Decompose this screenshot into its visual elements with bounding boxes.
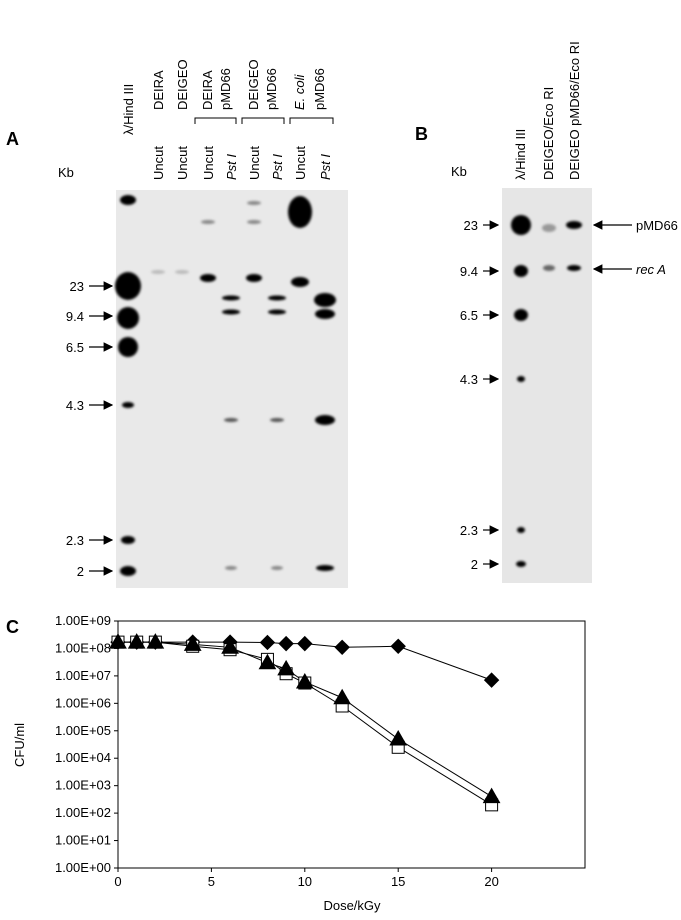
treatment-labels: Uncut Uncut Uncut Pst I Uncut Pst I Uncut Pst I: [151, 146, 333, 180]
x-tick-label: 15: [391, 874, 405, 889]
y-tick-label: 1.00E+05: [55, 723, 111, 738]
size-marker: 9.4: [460, 264, 478, 279]
data-point: [146, 633, 165, 649]
lane-label: λ/Hind III: [121, 84, 136, 135]
lane-label: pMD66: [218, 68, 233, 110]
treatment-label: Pst I: [270, 154, 285, 180]
size-marker: 2.3: [460, 523, 478, 538]
treatment-label: Uncut: [247, 146, 262, 180]
data-point: [278, 635, 294, 652]
lane-label: DEIRA: [200, 70, 215, 110]
lane-label: DEIRA: [151, 70, 166, 110]
data-point: [483, 672, 500, 688]
x-axis-label: Dose/kGy: [323, 898, 381, 913]
x-tick-label: 10: [298, 874, 312, 889]
gel-bands: [511, 215, 582, 567]
data-point: [334, 639, 350, 656]
chart: 1.00E+00 1.00E+01 1.00E+02 1.00E+03 1.00E+04…: [55, 613, 501, 889]
plot-frame: [117, 620, 586, 869]
gel: [116, 190, 348, 588]
treatment-label: Pst I: [224, 154, 239, 180]
series-line: [118, 641, 492, 798]
treatment-label: Uncut: [293, 146, 308, 180]
data-point: [259, 634, 276, 651]
size-markers: 23 9.4 6.5 4.3 2.3 2: [66, 279, 114, 579]
data-point: [183, 635, 202, 651]
treatment-label: Uncut: [151, 146, 166, 180]
gel-bands: [115, 195, 336, 576]
data-point: [295, 672, 314, 689]
size-marker: 23: [70, 279, 84, 294]
data-point: [389, 730, 408, 746]
size-marker: 9.4: [66, 309, 84, 324]
annotation: pMD66: [636, 218, 678, 233]
y-tick-label: 1.00E+08: [55, 640, 111, 655]
data-point: [127, 633, 146, 649]
size-marker: 6.5: [66, 340, 84, 355]
lane-label: E. coli: [292, 73, 307, 110]
y-tick-label: 1.00E+03: [55, 778, 111, 793]
size-marker: 2.3: [66, 533, 84, 548]
lane-label: DEIGEO: [175, 59, 190, 110]
gel: [502, 188, 592, 583]
x-tick-label: 20: [484, 874, 498, 889]
y-tick-label: 1.00E+07: [55, 668, 111, 683]
panel-label: C: [6, 617, 19, 637]
size-marker: 23: [464, 218, 478, 233]
treatment-label: Pst I: [318, 154, 333, 180]
x-tick-label: 5: [208, 874, 215, 889]
series-line: [118, 641, 492, 806]
treatment-label: Uncut: [201, 146, 216, 180]
y-tick-label: 1.00E+02: [55, 805, 111, 820]
x-tick-label: 0: [114, 874, 121, 889]
y-tick-label: 1.00E+06: [55, 695, 111, 710]
size-marker: 2: [471, 557, 478, 572]
data-point: [258, 653, 277, 670]
y-tick-label: 1.00E+01: [55, 833, 111, 848]
unit-label: Kb: [451, 164, 467, 179]
y-tick-label: 1.00E+04: [55, 750, 111, 765]
panel-label: A: [6, 129, 19, 149]
size-markers: 23 9.4 6.5 4.3 2.3 2: [460, 218, 500, 572]
y-tick-label: 1.00E+00: [55, 860, 111, 875]
data-point: [109, 633, 127, 649]
lane-label: λ/Hind III: [513, 129, 528, 180]
lane-label: DEIGEO pMD66/Eco RI: [567, 41, 582, 180]
size-marker: 4.3: [460, 372, 478, 387]
data-point: [390, 638, 406, 654]
lane-label: DEIGEO/Eco RI: [541, 87, 556, 180]
y-axis-label: CFU/ml: [12, 723, 27, 767]
data-point: [297, 635, 313, 652]
group-bracket: [194, 117, 334, 124]
size-marker: 6.5: [460, 308, 478, 323]
data-point: [482, 787, 501, 804]
data-point: [277, 659, 295, 676]
lane-label: pMD66: [312, 68, 327, 110]
size-marker: 2: [77, 564, 84, 579]
treatment-label: Uncut: [175, 146, 190, 180]
unit-label: Kb: [58, 165, 74, 180]
data-point: [221, 638, 239, 654]
size-marker: 4.3: [66, 398, 84, 413]
data-point: [333, 688, 352, 705]
annotation: rec A: [636, 262, 666, 277]
panel-label: B: [415, 124, 428, 144]
lane-label: pMD66: [264, 68, 279, 110]
y-tick-label: 1.00E+09: [55, 613, 111, 628]
lane-label: DEIGEO: [246, 59, 261, 110]
